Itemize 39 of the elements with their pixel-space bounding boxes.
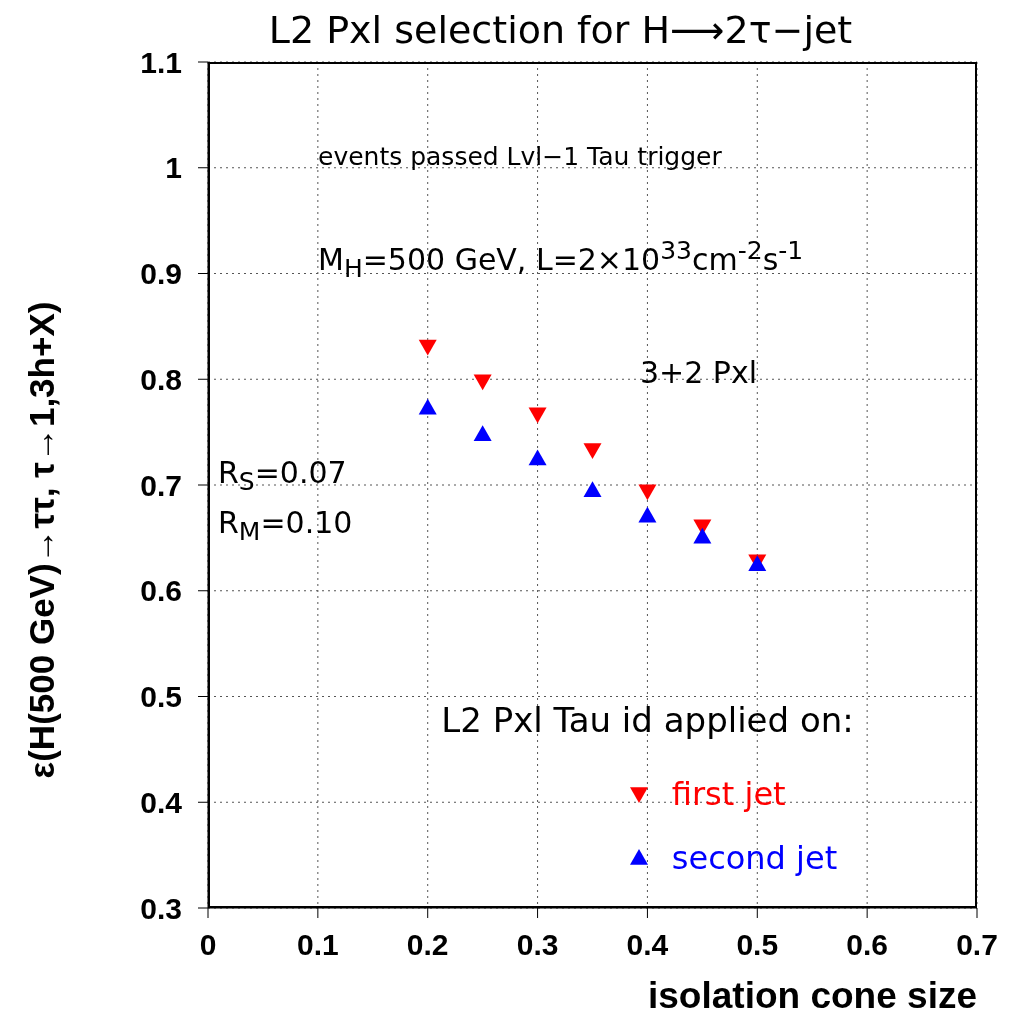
y-tick-label: 0.4 [140, 785, 183, 819]
annotation: 3+2 Pxl [640, 355, 758, 390]
y-tick-label: 0.6 [140, 574, 182, 608]
point [528, 407, 547, 424]
y-tick-label: 1 [165, 151, 182, 185]
x-tick-label: 0.3 [516, 928, 559, 962]
annotation: R$_{S}$=0.07 [218, 455, 347, 496]
y-axis-title: ε(H(500 GeV)→ττ, τ→1,3h+X) [22, 301, 62, 779]
legend-label: second jet [671, 839, 838, 877]
point [528, 449, 547, 466]
x-tick-label: 0.7 [956, 928, 998, 962]
y-tick-label: 0.9 [140, 257, 182, 291]
point [583, 443, 602, 460]
legend-title: L2 Pxl Tau id applied on: [440, 700, 854, 740]
x-tick-label: 0.5 [736, 928, 779, 962]
x-tick-label: 0.1 [297, 928, 339, 962]
point [473, 425, 492, 441]
y-tick-label: 0.7 [140, 468, 182, 502]
annotation: R$_{M}$=0.10 [218, 505, 353, 546]
point [418, 339, 437, 356]
point [473, 374, 492, 391]
x-tick-label: 0 [199, 928, 217, 962]
y-tick-label: 1.1 [140, 45, 182, 79]
annotation: events passed Lvl−1 Tau trigger [318, 142, 722, 171]
x-tick-label: 0.4 [626, 928, 669, 962]
y-tick-label: 0.8 [140, 362, 182, 396]
point [638, 506, 657, 523]
point [583, 481, 602, 498]
y-tick-label: 0.5 [140, 680, 182, 714]
legend-label: first jet [671, 775, 786, 813]
chart-title: L2 Pxl selection for H⟶2τ−jet [268, 8, 853, 52]
x-axis-title: isolation cone size [648, 975, 977, 1017]
annotation: M$_{H}$=500 GeV, L=2×10$^{33}$cm$^{-2}$s$^{-1}$ [318, 236, 804, 283]
point [418, 398, 437, 415]
point [693, 527, 712, 544]
y-tick-label: 0.3 [140, 891, 182, 925]
x-tick-label: 0.2 [406, 928, 449, 962]
point [638, 484, 657, 501]
x-tick-label: 0.6 [846, 928, 888, 962]
